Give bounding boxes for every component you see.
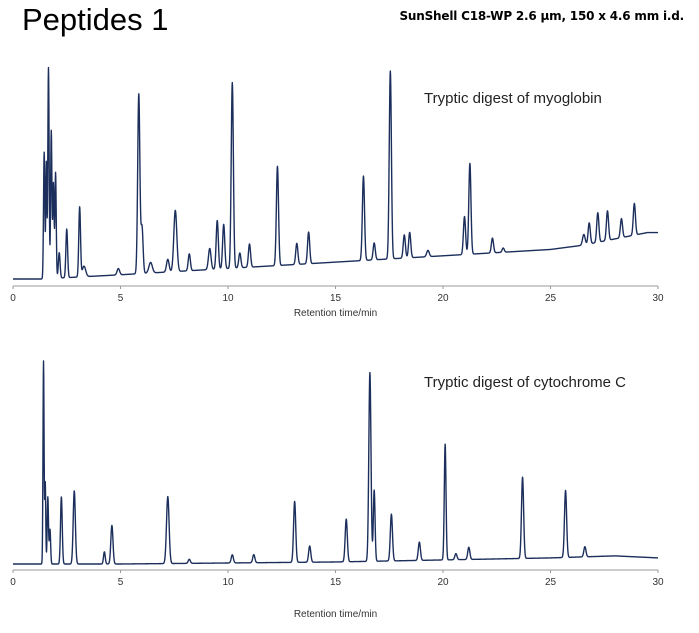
x-tick-label: 15 <box>330 293 342 304</box>
x-tick-label: 25 <box>545 577 557 588</box>
x-axis-title: Retention time/min <box>294 308 377 319</box>
x-tick-label: 0 <box>10 293 16 304</box>
x-axis-title: Retention time/min <box>294 609 377 620</box>
page-title: Peptides 1 <box>22 2 169 37</box>
x-tick-label: 0 <box>10 577 16 588</box>
panel-annotation: Tryptic digest of cytochrome C <box>424 374 626 391</box>
column-spec: SunShell C18-WP 2.6 μm, 150 x 4.6 mm i.d… <box>399 9 684 23</box>
x-tick-label: 15 <box>330 577 342 588</box>
x-tick-label: 5 <box>118 293 124 304</box>
chromatogram-trace <box>12 66 659 280</box>
x-tick-label: 30 <box>652 293 664 304</box>
x-tick-label: 10 <box>222 293 234 304</box>
panel-annotation: Tryptic digest of myoglobin <box>424 90 602 107</box>
x-tick-label: 25 <box>545 293 557 304</box>
cytochrome-c-chromatogram: 0 5 10 15 20 25 30 Retention time/min Tryptic … <box>10 360 664 620</box>
chromatogram-trace <box>12 360 659 565</box>
myoglobin-chromatogram: 0 5 10 15 20 25 30 Retention time/min Tryptic … <box>10 66 664 319</box>
x-tick-label: 20 <box>437 577 449 588</box>
x-tick-label: 30 <box>652 577 664 588</box>
x-tick-label: 5 <box>118 577 124 588</box>
x-tick-label: 10 <box>222 577 234 588</box>
x-tick-label: 20 <box>437 293 449 304</box>
